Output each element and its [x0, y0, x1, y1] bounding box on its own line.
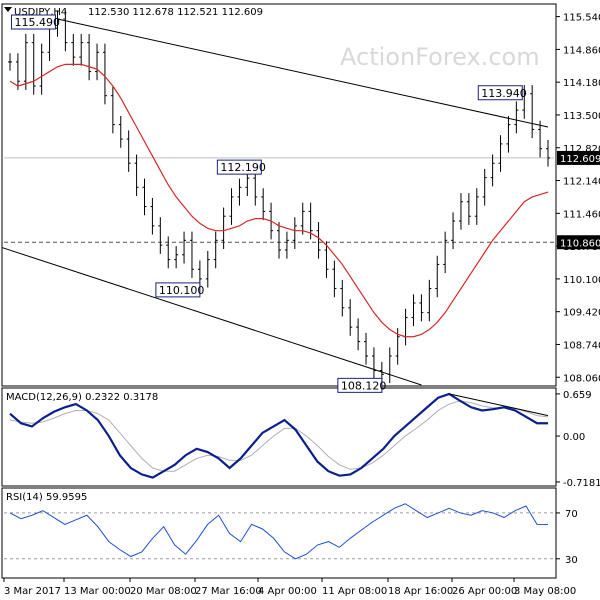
current-price-tag-bg [557, 150, 600, 165]
moving-average-line [9, 63, 549, 338]
price-annotation-label: 108.120 [341, 379, 387, 392]
macd-y-tick-label: 0.659 [563, 390, 592, 401]
rsi-y-tick-label: 30 [565, 555, 578, 566]
price-y-tick-label: 109.420 [563, 308, 600, 319]
x-tick-label: 13 Mar 00:00 [64, 586, 131, 597]
rsi-panel-frame [1, 487, 557, 579]
price-y-tick-label: 113.500 [563, 111, 600, 122]
x-tick-label: 20 Mar 08:00 [130, 586, 197, 597]
price-y-tick-label: 108.740 [563, 340, 600, 351]
price-annotation-label: 115.490 [14, 16, 60, 29]
price-annotation-box [477, 85, 523, 101]
chart-header: USDJPY,H4 112.530 112.678 112.521 112.60… [4, 7, 263, 18]
channel-trendline-1 [1, 247, 422, 386]
rsi-line [9, 503, 549, 560]
x-tick-label: 27 Mar 16:00 [195, 586, 262, 597]
price-annotation-label: 110.100 [159, 284, 205, 297]
price-annotation-box [337, 377, 383, 393]
price-y-tick-label: 114.180 [563, 78, 600, 89]
price-y-tick-label: 115.540 [563, 13, 600, 24]
current-price-tag: 112.609 [560, 154, 600, 165]
price-y-axis: 115.540 114.860 114.180 113.500 112.820 112.1… [556, 13, 600, 384]
price-annotation-box [155, 282, 201, 298]
x-tick-label: 18 Apr 16:00 [388, 586, 453, 597]
ohlc-label: 112.530 112.678 112.521 112.609 [88, 7, 263, 18]
x-tick-label: 3 May 08:00 [514, 586, 576, 597]
macd-y-tick-label: 0.00 [563, 432, 585, 443]
price-y-tick-label: 111.460 [563, 209, 600, 220]
symbol-label: USDJPY,H4 [14, 7, 67, 18]
macd-line [9, 392, 548, 479]
price-y-tick-label: 112.820 [563, 144, 600, 155]
macd-y-axis: 0.659 0.00 -0.7181 [556, 390, 600, 489]
price-annotation-label: 112.190 [220, 161, 266, 174]
price-y-tick-label: 108.060 [563, 373, 600, 384]
triangle-down-icon[interactable] [4, 7, 12, 12]
macd-panel-frame [1, 387, 557, 487]
macd-trendline [449, 393, 549, 417]
price-panel: 115.490 112.190 110.100 108.120 113.940 [1, 10, 554, 393]
macd-title: MACD(12,26,9) 0.2322 0.3178 [6, 392, 158, 403]
macd-y-tick-label: -0.7181 [563, 478, 600, 489]
x-tick-label: 26 Apr 00:00 [452, 586, 517, 597]
macd-panel: MACD(12,26,9) 0.2322 0.3178 [6, 392, 549, 479]
price-y-tick-label: 110.100 [563, 275, 600, 286]
price-panel-frame [1, 3, 557, 387]
x-tick-label: 3 Mar 2017 [4, 586, 61, 597]
rsi-y-tick-label: 70 [565, 509, 578, 520]
price-annotation-box [216, 159, 262, 175]
x-tick-label: 11 Apr 08:00 [322, 586, 387, 597]
reference-level-tag: 110.860 [560, 238, 600, 249]
channel-trendline-0 [57, 18, 549, 128]
rsi-title: RSI(14) 59.9595 [6, 492, 87, 503]
price-annotation-box [10, 14, 56, 30]
reference-level-tag-bg [557, 235, 600, 250]
price-y-tick-label: 112.140 [563, 177, 600, 188]
price-annotation-label: 113.940 [481, 87, 527, 100]
price-y-tick-label: 114.860 [563, 45, 600, 56]
rsi-panel: RSI(14) 59.9595 [4, 492, 554, 560]
x-tick-label: 4 Apr 00:00 [258, 586, 317, 597]
watermark: ActionForex.com [340, 43, 540, 71]
rsi-y-axis: 70 30 [556, 509, 578, 566]
macd-signal-line [9, 400, 549, 472]
